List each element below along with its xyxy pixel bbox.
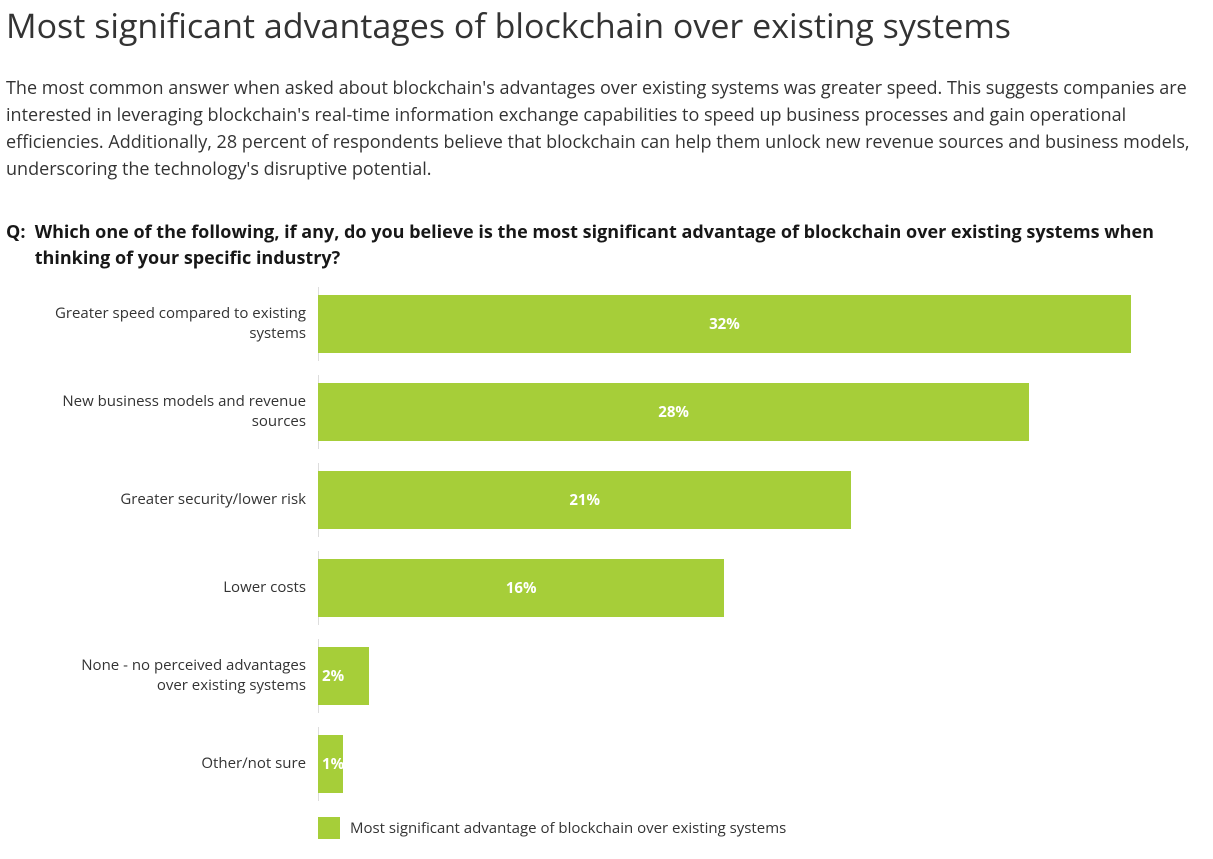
category-label: Other/not sure	[6, 754, 318, 774]
bar-value-label: 16%	[506, 578, 537, 598]
category-label: Greater security/lower risk	[6, 490, 318, 510]
bar: 32%	[318, 295, 1131, 353]
bar-value-label: 28%	[658, 402, 689, 422]
chart-row: Lower costs 16%	[6, 559, 1207, 617]
chart-row: Other/not sure1%	[6, 735, 1207, 793]
question-text: Which one of the following, if any, do y…	[35, 219, 1185, 271]
bar: 21%	[318, 471, 851, 529]
bar-value-label: 1%	[318, 754, 344, 774]
bar-track: 2%	[318, 647, 1207, 705]
survey-question: Q: Which one of the following, if any, d…	[6, 219, 1207, 271]
advantages-bar-chart: Greater speed compared to existing syste…	[6, 295, 1207, 811]
chart-row: None - no perceived advantagesover exist…	[6, 647, 1207, 705]
category-label: New business models and revenue sources	[6, 392, 318, 431]
bar: 16%	[318, 559, 724, 617]
bar: 1%	[318, 735, 343, 793]
chart-row: Greater security/lower risk 21%	[6, 471, 1207, 529]
bar-value-label: 21%	[569, 490, 600, 510]
chart-row: New business models and revenue sources 2…	[6, 383, 1207, 441]
lede-paragraph: The most common answer when asked about …	[6, 75, 1207, 183]
legend-swatch	[318, 817, 340, 839]
chart-row: Greater speed compared to existing syste…	[6, 295, 1207, 353]
page-root: Most significant advantages of blockchai…	[0, 0, 1213, 859]
bar-track: 21%	[318, 471, 1207, 529]
category-label: None - no perceived advantagesover exist…	[6, 656, 318, 695]
bar-track: 1%	[318, 735, 1207, 793]
chart-legend: Most significant advantage of blockchain…	[318, 817, 1207, 839]
bar: 28%	[318, 383, 1029, 441]
bar-track: 16%	[318, 559, 1207, 617]
bar: 2%	[318, 647, 369, 705]
category-label: Greater speed compared to existing syste…	[6, 304, 318, 343]
question-prefix: Q:	[6, 219, 30, 245]
bar-value-label: 32%	[709, 314, 740, 334]
bar-track: 28%	[318, 383, 1207, 441]
legend-text: Most significant advantage of blockchain…	[350, 818, 786, 838]
bar-value-label: 2%	[318, 666, 344, 686]
bar-track: 32%	[318, 295, 1207, 353]
category-label: Lower costs	[6, 578, 318, 598]
page-headline: Most significant advantages of blockchai…	[6, 4, 1207, 47]
